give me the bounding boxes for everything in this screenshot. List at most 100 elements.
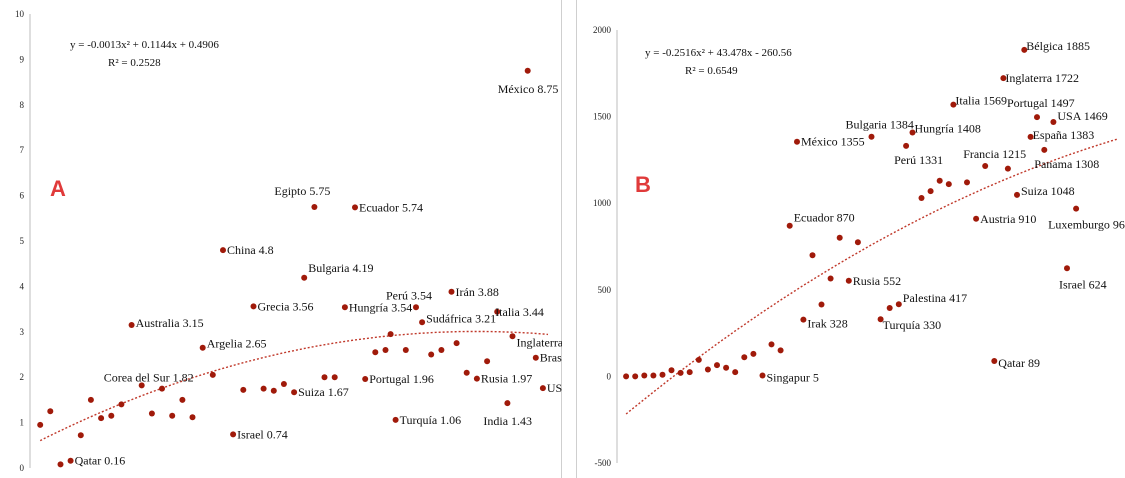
point-label: Corea del Sur 1.82 (104, 370, 194, 384)
data-point (686, 369, 693, 376)
data-point (786, 222, 793, 229)
data-point (1064, 265, 1070, 272)
data-point (453, 340, 460, 347)
data-point (1021, 46, 1028, 53)
data-point (428, 351, 435, 358)
point-label: Inglaterra 2.9 (517, 335, 563, 349)
data-point (818, 301, 825, 308)
data-point (270, 387, 277, 394)
data-point (750, 350, 757, 357)
data-point (950, 101, 957, 108)
y-tick-label: 2000 (593, 25, 612, 35)
data-point (827, 275, 834, 282)
point-label: Turquía 330 (883, 318, 942, 332)
data-point (836, 234, 843, 241)
data-point (936, 177, 943, 184)
data-point (964, 179, 970, 186)
data-point (973, 215, 980, 222)
point-label: USA 1.76 (547, 381, 562, 395)
data-point (352, 204, 358, 211)
data-point (877, 316, 884, 323)
data-point (67, 457, 74, 464)
data-point (87, 396, 94, 403)
data-point (650, 372, 657, 379)
point-label: Italia 3.44 (495, 305, 544, 319)
point-label: Argelia 2.65 (207, 337, 267, 351)
panel-letter: B (635, 172, 651, 197)
y-tick-label: 0 (20, 463, 25, 473)
point-label: China 4.8 (227, 243, 274, 257)
data-point (159, 385, 165, 392)
data-point (463, 369, 470, 376)
point-label: Austria 910 (980, 212, 1036, 226)
data-point (714, 362, 720, 369)
trend-equation: y = -0.0013x² + 0.1144x + 0.4906 (70, 39, 219, 51)
point-label: Irak 328 (807, 317, 847, 331)
data-point (845, 277, 852, 284)
data-point (1034, 114, 1040, 121)
point-label: Qatar 0.16 (75, 454, 126, 468)
data-point (301, 274, 308, 281)
y-tick-label: 0 (607, 371, 612, 381)
data-point (659, 371, 666, 378)
data-point (362, 376, 369, 382)
trend-equation: y = -0.2516x² + 43.478x - 260.56 (645, 47, 792, 59)
point-label: Israel 624 (1059, 277, 1107, 291)
data-point (98, 415, 105, 422)
y-tick-label: 7 (20, 145, 25, 155)
data-point (903, 142, 910, 149)
data-point (504, 400, 511, 407)
panel-letter: A (50, 176, 66, 201)
data-point (311, 204, 318, 210)
data-point (148, 410, 155, 417)
data-point (473, 375, 480, 382)
point-label: Luxemburgo 969 (1048, 218, 1125, 232)
data-point (732, 369, 739, 376)
y-tick-label: -500 (595, 458, 612, 468)
data-point (539, 385, 546, 392)
data-point (1027, 133, 1034, 140)
point-label: Suiza 1.67 (298, 385, 349, 399)
point-label: Portugal 1497 (1007, 96, 1075, 110)
data-point (108, 412, 115, 419)
data-point (800, 316, 807, 323)
data-point (759, 372, 766, 379)
data-point (331, 374, 338, 381)
point-label: Italia 1569 (955, 94, 1007, 108)
data-point (794, 138, 800, 145)
data-point (945, 181, 952, 188)
point-label: Singapur 5 (767, 371, 819, 385)
data-point (677, 369, 684, 376)
r-squared: R² = 0.2528 (108, 57, 161, 69)
data-point (927, 188, 934, 195)
point-label: Perú 3.54 (386, 288, 432, 302)
data-point (291, 389, 298, 396)
data-point (250, 303, 257, 310)
data-point (199, 344, 206, 351)
point-label: Qatar 89 (998, 356, 1040, 370)
data-point (1073, 205, 1080, 212)
point-label: Francia 1215 (963, 147, 1026, 161)
data-point (991, 358, 998, 364)
y-tick-label: 6 (20, 191, 25, 201)
data-point (419, 319, 426, 326)
point-label: Portugal 1.96 (369, 372, 434, 386)
data-point (509, 333, 516, 340)
y-tick-label: 1000 (593, 198, 612, 208)
data-point (641, 372, 648, 379)
data-point (230, 431, 237, 438)
point-label: Suiza 1048 (1021, 184, 1075, 198)
point-label: India 1.43 (483, 414, 532, 428)
y-tick-label: 8 (20, 100, 25, 110)
point-label: Panama 1308 (1034, 157, 1099, 171)
y-tick-label: 5 (20, 236, 25, 246)
data-point (128, 322, 135, 328)
data-point (402, 347, 409, 353)
data-point (438, 347, 445, 353)
trendline (39, 330, 549, 442)
point-label: Turquía 1.06 (400, 413, 462, 427)
point-label: Palestina 417 (903, 291, 967, 305)
point-label: Brasil 2.43 (540, 351, 562, 365)
point-label: Egipto 5.75 (274, 184, 330, 198)
point-label: Irán 3.88 (456, 285, 499, 299)
